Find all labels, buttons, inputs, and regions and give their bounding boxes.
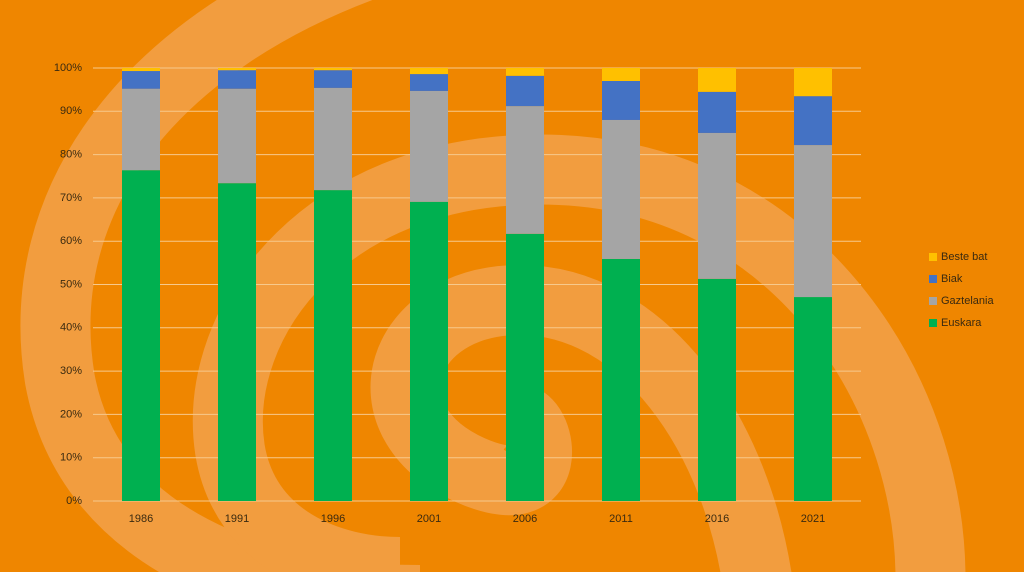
x-tick-label: 2011 [609, 513, 633, 525]
bar-segment [314, 190, 352, 501]
bar-segment [122, 71, 160, 89]
x-tick-label: 2016 [705, 513, 729, 525]
bar-segment [794, 68, 832, 97]
y-tick-label: 90% [60, 105, 82, 117]
legend-label: Beste bat [941, 251, 987, 263]
legend-swatch [929, 275, 937, 283]
plot-area: 0% 10% 20% 30% 40% 50% 60% 70% 80% 90% 100% 1986 199… [54, 62, 995, 525]
bar-segment [506, 233, 544, 502]
bar-segment [506, 75, 544, 107]
bar-segment [698, 91, 736, 133]
bar-segment [314, 70, 352, 88]
bar-segment [794, 145, 832, 298]
bar-segment [602, 80, 640, 120]
x-tick-label: 2006 [513, 513, 537, 525]
bar-segment [698, 278, 736, 501]
bar-segment [506, 68, 544, 76]
bar-segment [794, 96, 832, 146]
bar-segment [218, 88, 256, 184]
bar-segment [602, 119, 640, 259]
bar-segment [698, 68, 736, 92]
y-tick-label: 100% [54, 62, 82, 74]
bar-segment [218, 68, 256, 71]
bar-segment [410, 201, 448, 501]
x-tick-label: 2021 [801, 513, 825, 525]
legend-label: Biak [941, 273, 963, 285]
legend-label: Gaztelania [941, 295, 994, 307]
bar-segment [602, 258, 640, 501]
bar-segment [314, 68, 352, 71]
bar-segment [410, 90, 448, 202]
bar-segment [122, 68, 160, 72]
x-tick-label: 1991 [225, 513, 249, 525]
bar-segment [218, 70, 256, 89]
legend-swatch [929, 297, 937, 305]
y-tick-label: 30% [60, 365, 82, 377]
y-tick-label: 10% [60, 452, 82, 464]
bar-segment [218, 183, 256, 502]
bar-segment [122, 88, 160, 171]
y-tick-label: 0% [66, 495, 82, 507]
x-tick-label: 1996 [321, 513, 345, 525]
x-tick-label: 1986 [129, 513, 153, 525]
y-tick-label: 20% [60, 408, 82, 420]
bar-segment [602, 68, 640, 81]
legend-swatch [929, 253, 937, 261]
bar-segment [506, 106, 544, 234]
legend-swatch [929, 319, 937, 327]
legend-label: Euskara [941, 317, 982, 329]
bar-segment [794, 297, 832, 501]
bar-segment [122, 170, 160, 502]
bar-segment [314, 87, 352, 191]
bar-segment [410, 68, 448, 75]
y-tick-label: 70% [60, 192, 82, 204]
bar-segment [410, 74, 448, 91]
bar-segment [698, 132, 736, 279]
y-tick-label: 60% [60, 235, 82, 247]
y-tick-label: 80% [60, 149, 82, 161]
y-tick-label: 50% [60, 278, 82, 290]
y-tick-label: 40% [60, 322, 82, 334]
x-tick-label: 2001 [417, 513, 441, 525]
